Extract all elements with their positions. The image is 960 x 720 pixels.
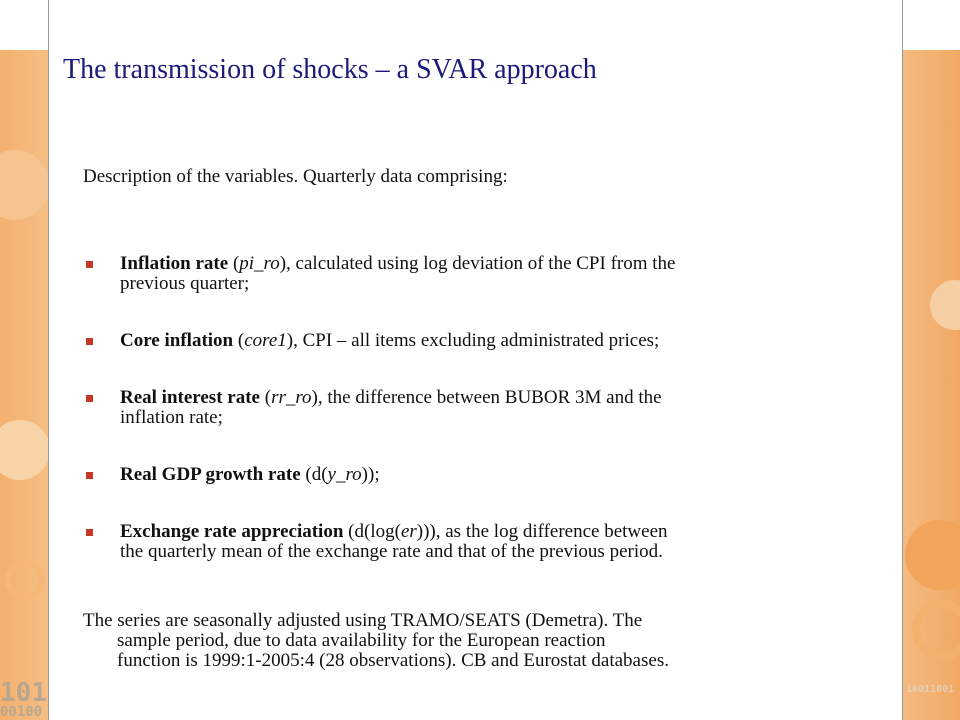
paren: ( [259, 387, 272, 408]
term: Exchange rate appreciation [120, 521, 344, 542]
closing-paragraph: The series are seasonally adjusted using… [83, 611, 917, 671]
decor-circle [0, 420, 50, 480]
variable-name: pi_ro [239, 253, 280, 274]
description: ), the difference between BUBOR 3M and t… [311, 387, 662, 408]
closing-line: sample period, due to data availability … [117, 630, 606, 651]
description: ))), as the log difference between [416, 521, 668, 542]
description-cont: previous quarter; [120, 273, 250, 294]
list-item: Inflation rate (pi_ro), calculated using… [83, 254, 883, 294]
binary-decor-right: 10011001 [906, 684, 955, 695]
slide-panel: The transmission of shocks – a SVAR appr… [48, 0, 903, 720]
closing-line: The series are seasonally adjusted using… [83, 610, 643, 631]
decor-circle [912, 600, 960, 660]
list-item: Core inflation (core1), CPI – all items … [83, 331, 883, 351]
bullet-square-icon [86, 395, 93, 402]
description-cont: inflation rate; [120, 407, 223, 428]
variable-name: core1 [244, 330, 287, 351]
paren: ( [233, 330, 245, 351]
list-item: Real GDP growth rate (d(y_ro)); [83, 465, 883, 485]
description: )); [361, 464, 380, 485]
bullet-square-icon [86, 472, 93, 479]
description-cont: the quarterly mean of the exchange rate … [120, 541, 663, 562]
binary-decor-left-2: 00100 [0, 704, 43, 720]
intro-text: Description of the variables. Quarterly … [83, 166, 508, 187]
list-item: Real interest rate (rr_ro), the differen… [83, 388, 883, 428]
list-item: Exchange rate appreciation (d(log(er))),… [83, 522, 883, 562]
description: ), calculated using log deviation of the… [279, 253, 676, 274]
paren: ( [228, 253, 240, 274]
term: Inflation rate [120, 253, 229, 274]
term: Real GDP growth rate [120, 464, 301, 485]
bullet-square-icon [86, 529, 93, 536]
bullet-square-icon [86, 261, 93, 268]
decor-circle [5, 560, 45, 600]
closing-line: function is 1999:1-2005:4 (28 observatio… [117, 650, 669, 671]
bullet-square-icon [86, 338, 93, 345]
variable-name: rr_ro [271, 387, 312, 408]
binary-decor-left: 101 [0, 678, 47, 708]
paren: (d(log( [343, 521, 401, 542]
variable-name: y_ro [327, 464, 362, 485]
decor-circle [905, 520, 960, 590]
description: ), CPI – all items excluding administrat… [286, 330, 660, 351]
term: Core inflation [120, 330, 234, 351]
term: Real interest rate [120, 387, 260, 408]
slide-title: The transmission of shocks – a SVAR appr… [63, 54, 597, 85]
paren: (d( [300, 464, 328, 485]
variable-name: er [400, 521, 417, 542]
variable-list: Inflation rate (pi_ro), calculated using… [83, 254, 883, 562]
